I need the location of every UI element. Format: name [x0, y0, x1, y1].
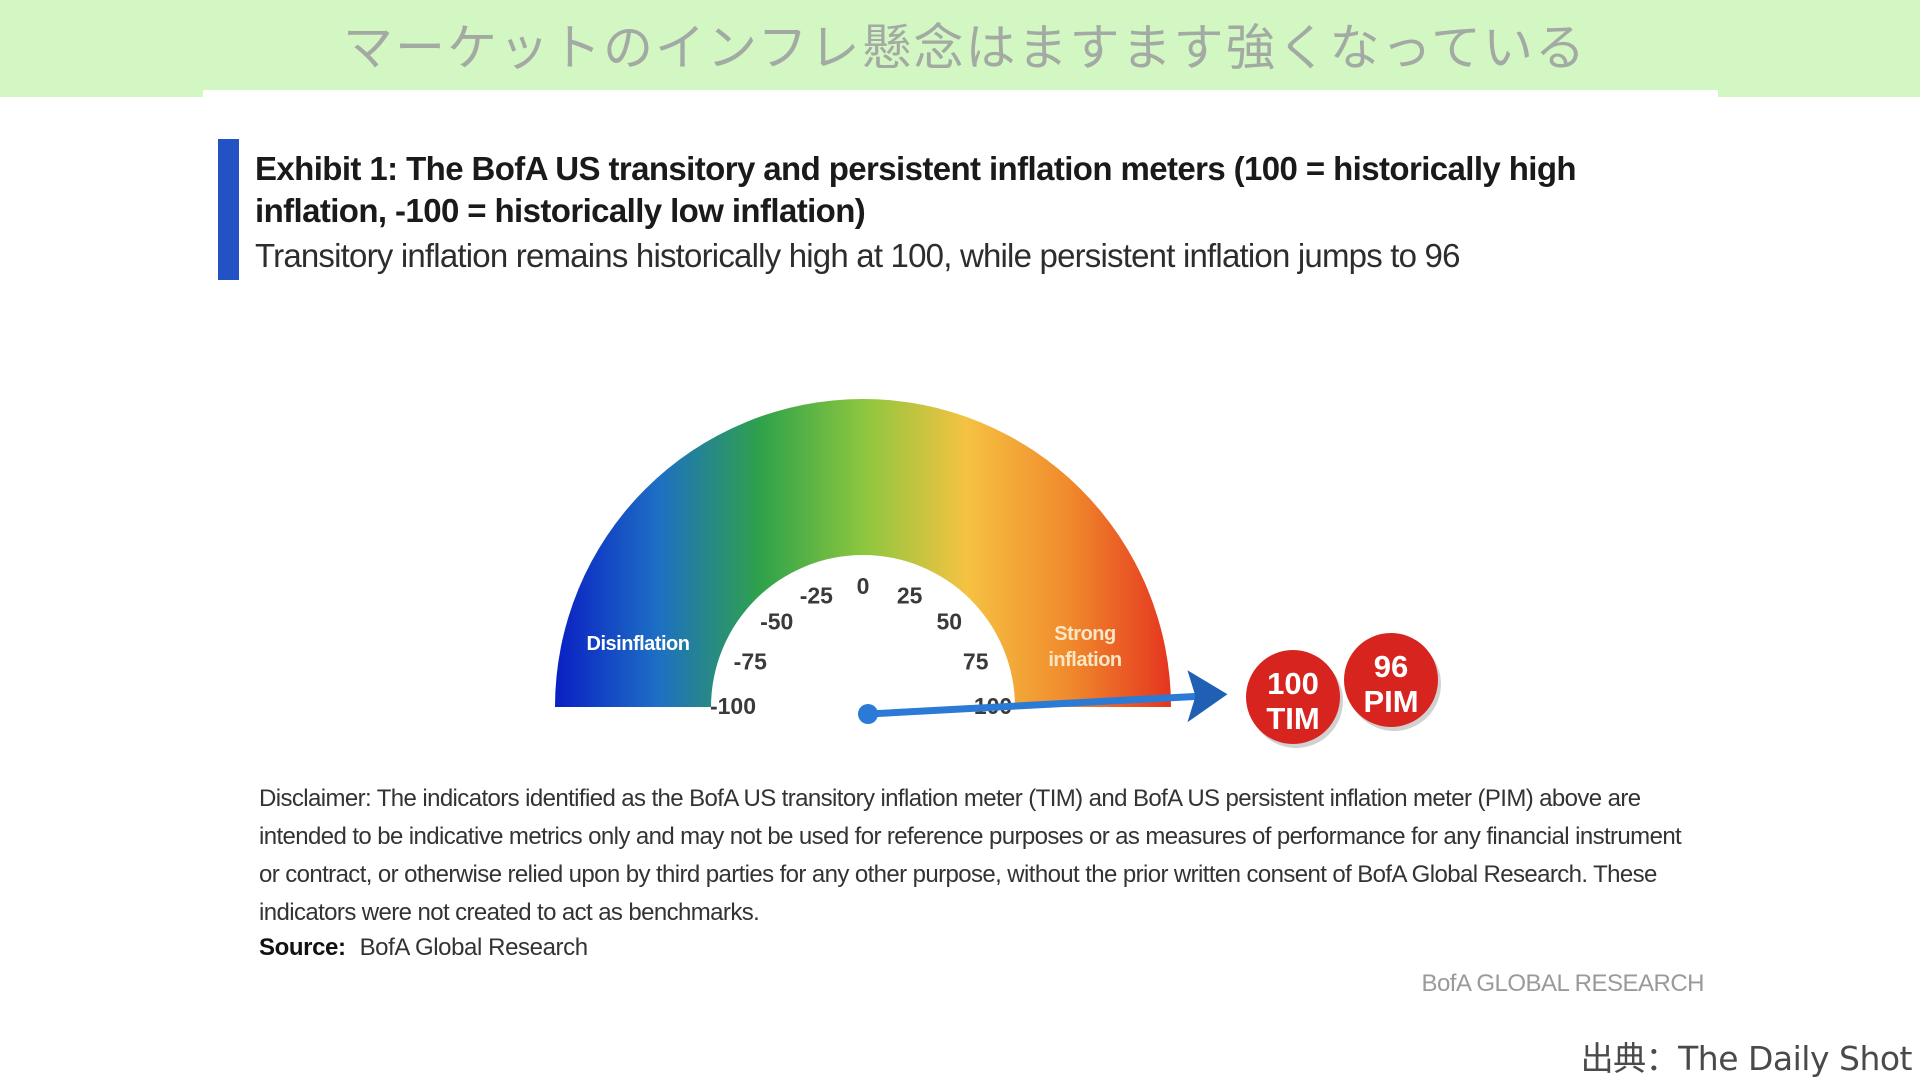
gauge-needle-shaft [864, 692, 1203, 718]
tick-label: 0 [857, 573, 870, 599]
tick-label: -50 [760, 609, 793, 635]
exhibit-accent-bar [218, 139, 239, 280]
credit-line: 出典：The Daily Shot [1580, 1039, 1913, 1078]
zone-label-inflation: inflation [1048, 649, 1121, 671]
brand-mark: BofA GLOBAL RESEARCH [1421, 970, 1704, 997]
zone-label-strong: Strong [1054, 623, 1115, 645]
source-label: Source: [259, 934, 346, 961]
banner-title: マーケットのインフレ懸念はますます強くなっている [343, 19, 1587, 77]
gauge-needle-arrowhead [1187, 670, 1228, 723]
indicator-label: TIM [1266, 701, 1319, 736]
exhibit-title: Exhibit 1: The BofA US transitory and pe… [255, 150, 1577, 229]
source-value: BofA Global Research [359, 934, 589, 961]
tick-label: 75 [963, 648, 989, 674]
exhibit-subtitle: Transitory inflation remains historicall… [255, 237, 1460, 274]
disclaimer-text: Disclaimer: The indicators identified as… [259, 785, 1682, 926]
tick-label: -100 [710, 693, 756, 719]
divider [203, 90, 1718, 98]
tick-label: 50 [936, 609, 962, 635]
indicator-value: 100 [1267, 666, 1319, 701]
gauge-needle-hub [858, 704, 878, 724]
tick-label: 25 [897, 582, 923, 608]
top-banner [0, 0, 1920, 97]
zone-label-disinflation: Disinflation [587, 633, 690, 655]
gauge-arc [555, 399, 1171, 707]
tick-label: -75 [734, 648, 767, 674]
indicator-label: PIM [1363, 684, 1418, 719]
indicator-circle [1344, 633, 1438, 727]
indicator-circle [1246, 650, 1340, 744]
source-line: Source: BofA Global Research [259, 932, 588, 964]
indicator-value: 96 [1374, 649, 1408, 684]
tick-label: -25 [800, 582, 833, 608]
